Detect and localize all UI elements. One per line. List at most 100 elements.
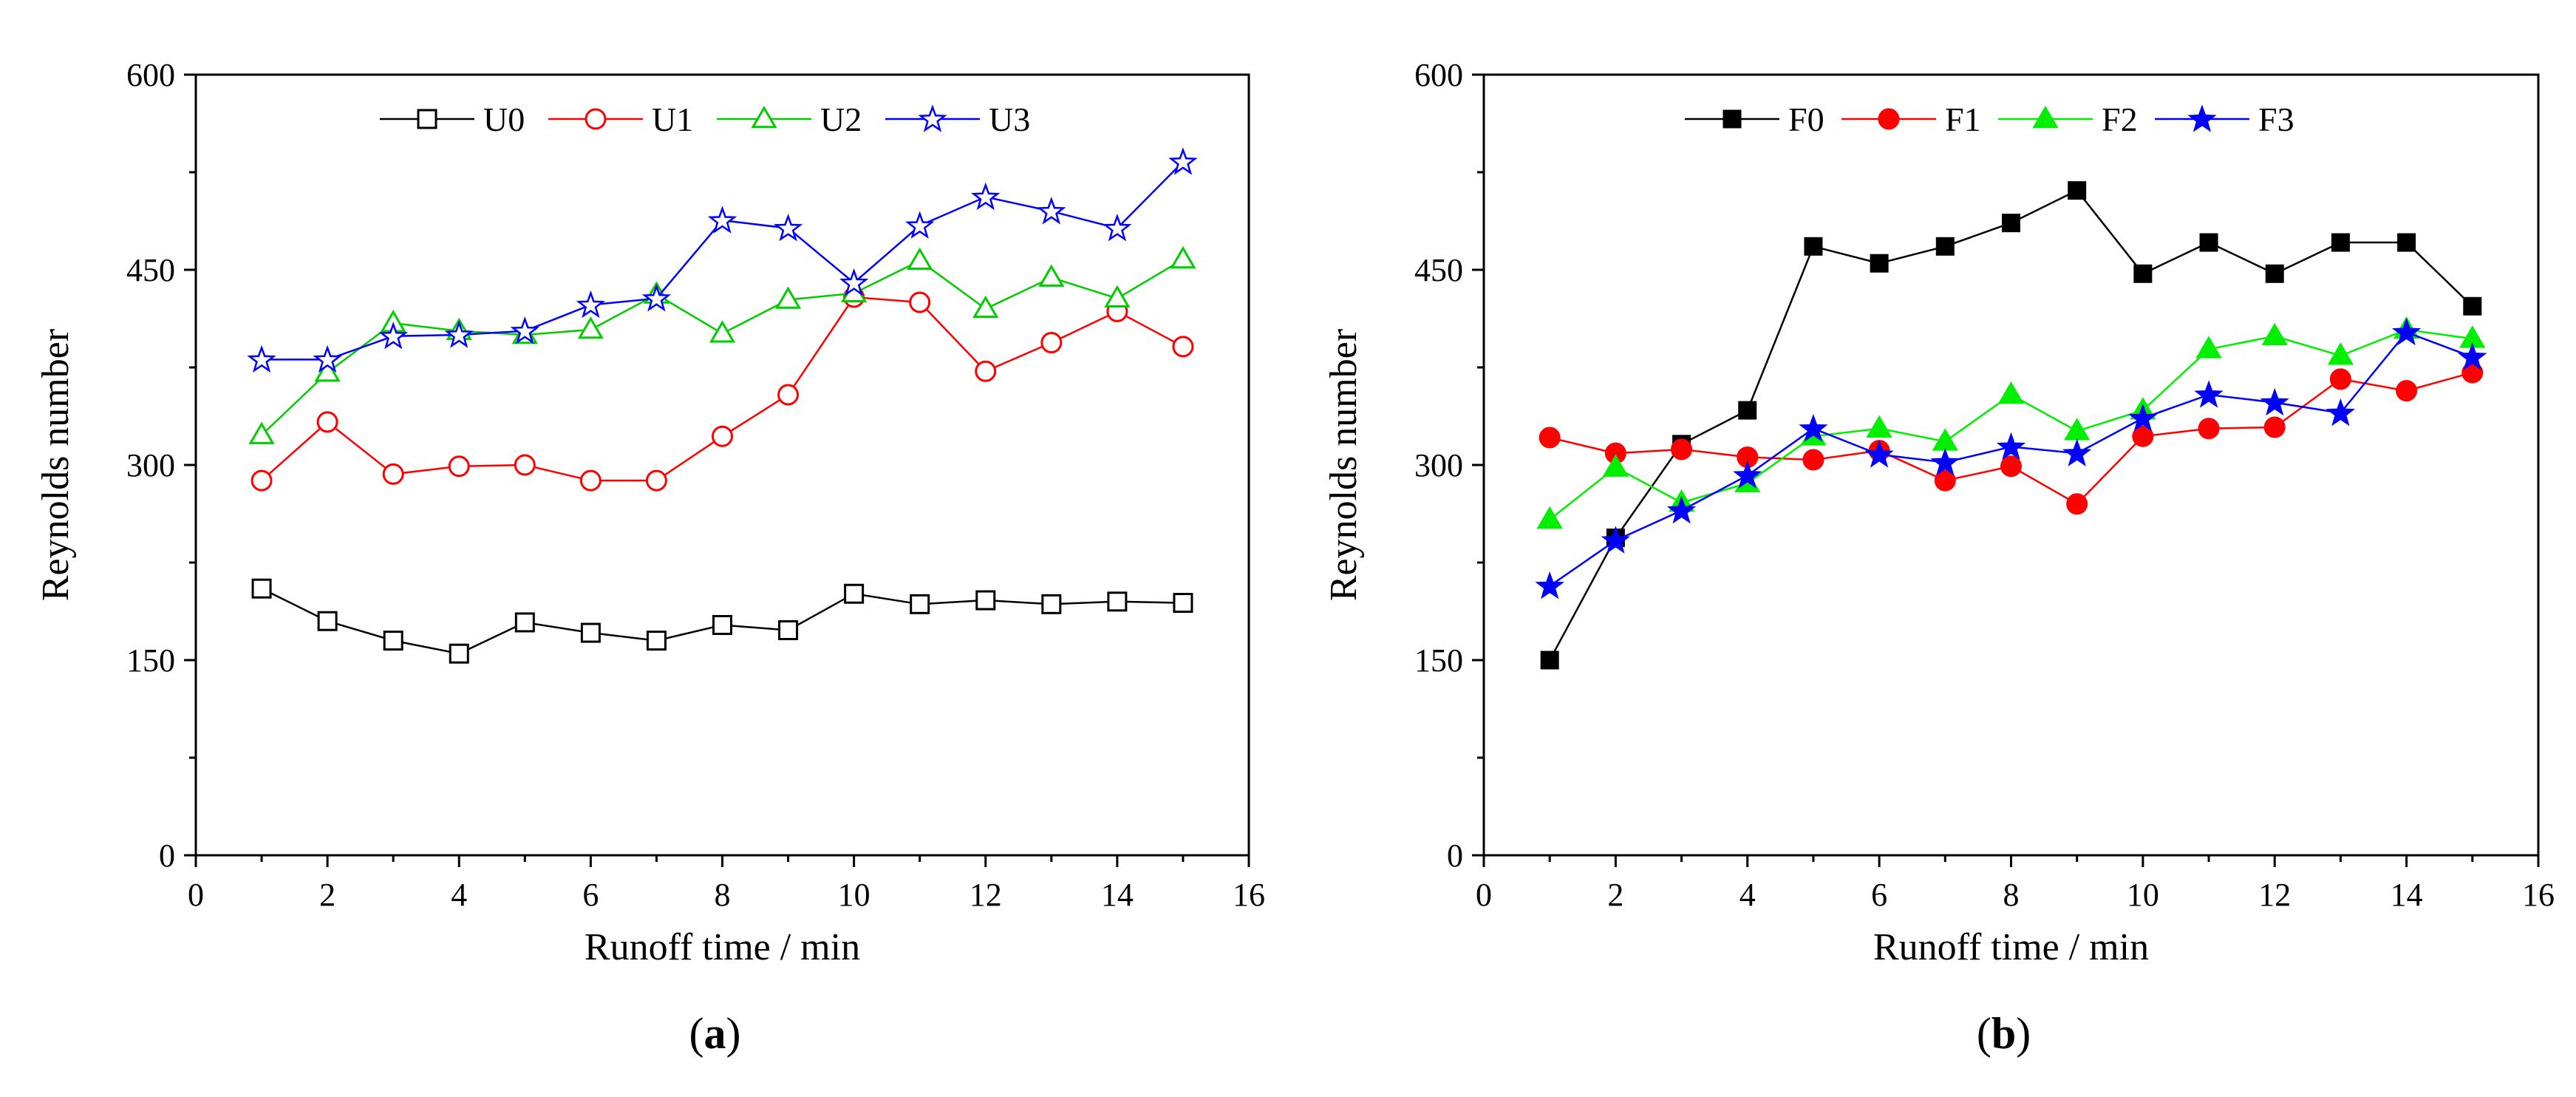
data-point-F0 — [2463, 296, 2482, 316]
y-tick-label: 150 — [1414, 642, 1463, 679]
data-point-F3 — [1601, 526, 1630, 554]
series-F3 — [1535, 317, 2487, 600]
legend-marker — [2187, 104, 2217, 132]
legend-marker — [1878, 108, 1900, 130]
x-tick-label: 16 — [2522, 877, 2555, 913]
data-point-U0 — [251, 578, 272, 599]
data-point-F3 — [2392, 317, 2422, 346]
data-point-U2 — [314, 359, 341, 382]
legend-label: F3 — [2258, 101, 2294, 138]
data-point-U3 — [971, 182, 1001, 211]
legend-item-U1: U1 — [548, 101, 693, 138]
data-point-U0 — [778, 620, 799, 641]
data-point-U0 — [580, 622, 601, 643]
x-tick-label: 0 — [1476, 877, 1492, 913]
data-point-U3 — [905, 211, 935, 239]
data-point-F0 — [1738, 401, 1757, 420]
legend-marker — [2032, 106, 2059, 129]
data-point-F3 — [1864, 440, 1894, 468]
legend-marker — [1723, 109, 1742, 129]
x-tick-label: 16 — [1233, 877, 1265, 913]
data-point-U3 — [444, 320, 474, 348]
data-point-F1 — [1934, 469, 1956, 492]
data-point-F1 — [2396, 380, 2418, 402]
data-point-U1 — [579, 469, 602, 492]
data-point-F3 — [2325, 398, 2356, 427]
legend-label: U3 — [989, 101, 1030, 138]
data-point-U3 — [247, 344, 276, 373]
plot-frame — [194, 73, 1250, 857]
x-tick-label: 6 — [1871, 877, 1887, 913]
series-U0 — [251, 578, 1193, 664]
series-U3 — [247, 147, 1198, 373]
data-point-U1 — [645, 469, 667, 492]
data-point-U3 — [1168, 147, 1198, 175]
data-point-U0 — [1107, 591, 1128, 612]
chart-panel-a: 0 2 4 6 8 10 12 14 16 0 150 300 450 600 Runoff time / … — [35, 57, 1265, 1058]
data-point-F0 — [2199, 233, 2218, 252]
y-tick-label: 600 — [1414, 57, 1463, 93]
data-point-U0 — [514, 612, 535, 633]
x-tick-label: 8 — [2003, 877, 2020, 913]
data-point-F3 — [2128, 403, 2158, 432]
x-tick-label: 10 — [2127, 877, 2159, 913]
data-point-F3 — [2194, 380, 2224, 408]
data-point-F2 — [1997, 381, 2025, 404]
legend-item-U3: U3 — [885, 101, 1030, 138]
data-point-U1 — [448, 455, 470, 478]
data-point-F3 — [1733, 461, 1762, 489]
series-line-F0 — [1549, 189, 2473, 661]
data-point-U1 — [382, 463, 404, 485]
legend-label: U1 — [652, 101, 693, 138]
data-point-F2 — [1536, 506, 1563, 529]
data-point-U2 — [248, 421, 275, 444]
chart-panel-b: 0 2 4 6 8 10 12 14 16 0 150 300 450 600 Runoff time / … — [1323, 57, 2555, 1058]
data-point-F1 — [1802, 449, 1824, 471]
y-tick-label: 0 — [159, 838, 175, 874]
legend-marker — [918, 104, 947, 132]
data-point-F2 — [2195, 336, 2222, 359]
data-point-U3 — [510, 316, 539, 344]
x-tick-label: 4 — [1740, 877, 1756, 913]
series-U1 — [251, 286, 1194, 492]
x-tick-label: 12 — [2258, 877, 2291, 913]
series-F0 — [1540, 181, 2482, 670]
data-point-U1 — [777, 384, 800, 406]
x-tick-label: 6 — [582, 877, 599, 913]
x-tick-label: 10 — [838, 877, 870, 913]
data-point-U1 — [1040, 332, 1063, 354]
data-point-U1 — [514, 454, 536, 476]
data-point-U0 — [712, 614, 732, 635]
data-point-F3 — [2458, 342, 2487, 370]
data-point-F3 — [1930, 447, 1960, 476]
y-tick-label: 600 — [126, 57, 175, 93]
data-point-F0 — [2002, 214, 2020, 233]
data-point-U2 — [907, 247, 933, 270]
data-point-U2 — [972, 295, 999, 319]
data-point-F1 — [2000, 455, 2022, 478]
data-point-U3 — [313, 344, 342, 373]
data-point-U0 — [449, 643, 469, 664]
panel-label: (a) — [689, 1009, 741, 1058]
x-tick-label: 12 — [970, 877, 1002, 913]
data-point-F0 — [1870, 254, 1889, 273]
data-point-F0 — [2397, 233, 2416, 252]
data-point-U3 — [378, 322, 408, 350]
x-tick-label: 14 — [1101, 877, 1134, 913]
legend-marker — [417, 109, 437, 129]
x-tick-label: 2 — [319, 877, 335, 913]
data-point-F1 — [1671, 438, 1693, 461]
data-point-U3 — [1103, 214, 1132, 242]
data-point-U1 — [316, 411, 338, 433]
data-point-F2 — [1602, 454, 1629, 477]
x-tick-label: 8 — [715, 877, 731, 913]
legend-item-U2: U2 — [717, 101, 862, 138]
data-point-F3 — [2260, 387, 2289, 416]
data-point-F0 — [1540, 651, 1559, 670]
data-point-U3 — [773, 214, 803, 242]
data-point-U1 — [251, 469, 273, 492]
series-F1 — [1539, 361, 2484, 515]
data-point-F2 — [2261, 322, 2288, 346]
legend-label: U2 — [820, 101, 862, 138]
